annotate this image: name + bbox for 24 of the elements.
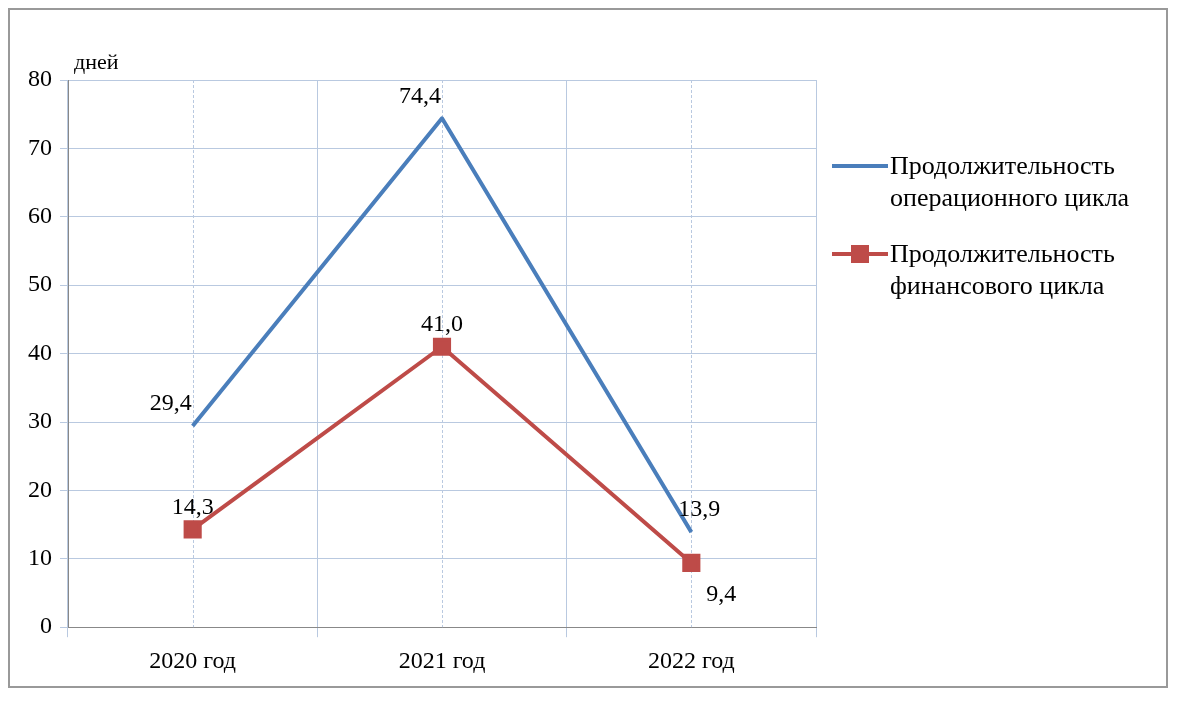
y-tick-label: 70 <box>28 133 52 160</box>
y-tick-label: 10 <box>28 544 52 571</box>
x-tick-label: 2022 год <box>647 646 735 673</box>
data-label: 41,0 <box>421 310 463 337</box>
point <box>183 520 202 539</box>
data-label: 13,9 <box>678 495 721 522</box>
y-tick-label: 0 <box>40 612 52 639</box>
point <box>432 337 452 356</box>
data-label: 74,4 <box>399 81 441 108</box>
y-tick-label: 80 <box>28 65 52 92</box>
y-tick-label: 50 <box>28 270 52 297</box>
y-axis-title: дней <box>74 48 119 74</box>
legend-label: Продолжительность финансового цикла <box>890 238 1116 302</box>
y-tick-label: 60 <box>28 202 52 229</box>
data-label: 9,4 <box>706 580 737 607</box>
x-tick-label: 2020 год <box>149 646 237 673</box>
data-label: 14,3 <box>171 492 214 519</box>
y-tick-label: 30 <box>28 407 52 434</box>
y-tick-label: 40 <box>28 338 52 365</box>
x-tick-label: 2021 год <box>398 646 486 673</box>
legend-label: Продолжительность операционного цикла <box>890 150 1131 214</box>
data-label: 29,4 <box>149 389 192 416</box>
point <box>682 553 701 572</box>
y-tick-label: 20 <box>28 475 52 502</box>
